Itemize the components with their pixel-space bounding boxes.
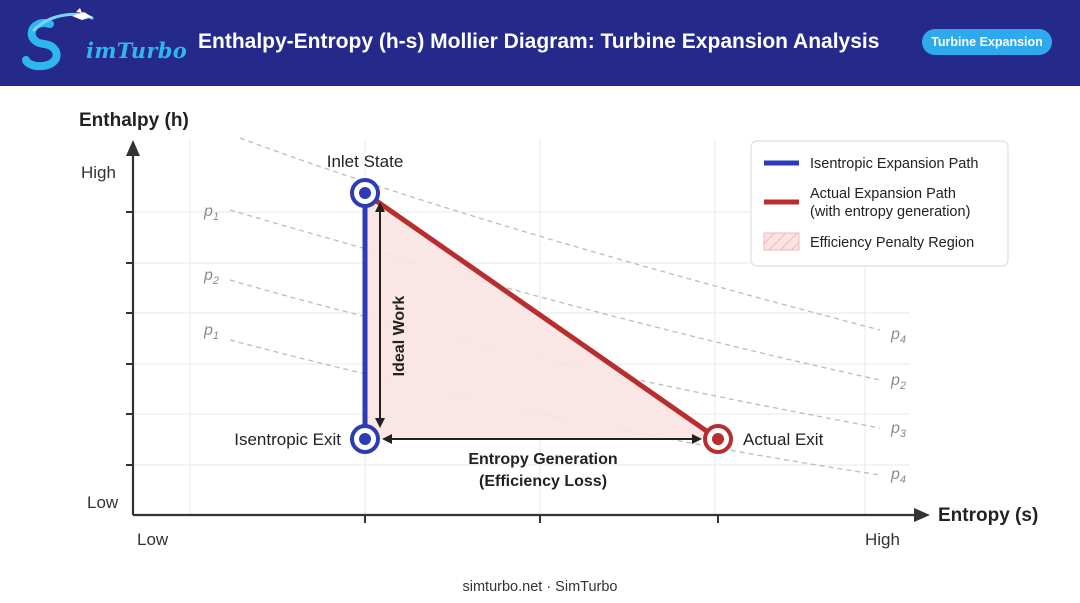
actual-exit-point: [703, 424, 733, 454]
x-high-label: High: [865, 530, 900, 549]
inlet-state-label: Inlet State: [327, 152, 404, 171]
isobar-labels: p1 p2 p1 p4 p2 p3 p4: [203, 203, 907, 486]
y-low-label: Low: [87, 493, 119, 512]
actual-exit-label: Actual Exit: [743, 430, 824, 449]
entropy-generation-label: Entropy Generation: [468, 451, 617, 468]
efficiency-loss-label: (Efficiency Loss): [479, 473, 607, 490]
y-high-label: High: [81, 163, 116, 182]
grid-lines: [133, 140, 910, 515]
footer-credit: simturbo.net · SimTurbo: [462, 579, 618, 595]
isobar-label-left-2: p2: [203, 267, 219, 287]
isobar-label-right-3: p3: [890, 420, 907, 440]
legend: Isentropic Expansion Path Actual Expansi…: [750, 140, 1009, 267]
y-axis-arrow-icon: [126, 140, 140, 156]
x-axis-arrow-icon: [914, 508, 930, 522]
axes: [131, 150, 920, 517]
legend-actual-sublabel: (with entropy generation): [810, 204, 970, 220]
isentropic-exit-label: Isentropic Exit: [234, 430, 341, 449]
actual-expansion-line: [363, 190, 720, 442]
y-axis-label: Enthalpy (h): [79, 110, 189, 131]
x-axis-label: Entropy (s): [938, 505, 1038, 526]
inlet-state-point: [350, 178, 380, 208]
legend-penalty-label: Efficiency Penalty Region: [810, 235, 974, 251]
isentropic-exit-point: [350, 424, 380, 454]
isobar-label-left-1: p1: [203, 203, 219, 223]
axis-ticks: [126, 211, 719, 523]
isobar-label-right-2: p2: [890, 372, 906, 392]
isobar-label-right-1: p4: [890, 326, 906, 346]
isobar-label-left-3: p1: [203, 322, 219, 342]
header-bar: imTurbo Enthalpy-Entropy (h-s) Mollier D…: [0, 0, 1080, 86]
legend-penalty-swatch: [763, 232, 800, 251]
ideal-work-label: Ideal Work: [391, 296, 408, 377]
legend-isentropic-label: Isentropic Expansion Path: [810, 156, 978, 172]
x-low-label: Low: [137, 530, 169, 549]
category-badge: Turbine Expansion: [922, 29, 1052, 55]
mollier-diagram: p1 p2 p1 p4 p2 p3 p4 Enthalpy (h) Entrop…: [79, 110, 1038, 549]
legend-actual-label: Actual Expansion Path: [810, 186, 956, 202]
logo-wordmark: imTurbo: [86, 38, 188, 63]
simturbo-logo-icon: [22, 8, 94, 71]
page-title: Enthalpy-Entropy (h-s) Mollier Diagram: …: [198, 30, 880, 53]
isobar-label-right-4: p4: [890, 466, 906, 486]
